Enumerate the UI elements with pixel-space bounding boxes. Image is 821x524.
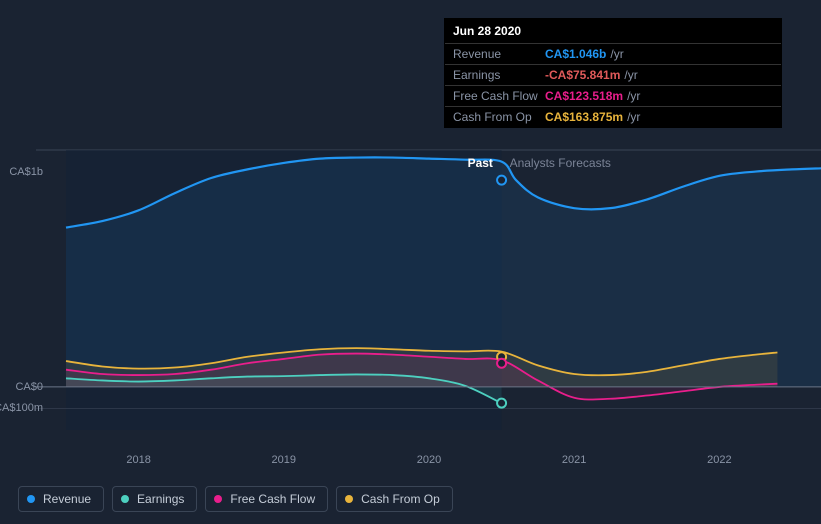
y-axis-label: CA$0 [15, 381, 43, 393]
legend-dot-icon [27, 495, 35, 503]
legend-dot-icon [345, 495, 353, 503]
x-axis-label: 2022 [707, 454, 731, 466]
x-axis-label: 2020 [417, 454, 441, 466]
tooltip-row: Earnings-CA$75.841m/yr [445, 65, 781, 86]
x-axis-label: 2021 [562, 454, 586, 466]
y-axis-label: -CA$100m [0, 402, 43, 414]
legend-item-cfo[interactable]: Cash From Op [336, 486, 453, 512]
chart-legend: Revenue Earnings Free Cash Flow Cash From O… [18, 486, 453, 512]
tooltip-date: Jun 28 2020 [445, 19, 781, 44]
legend-item-fcf[interactable]: Free Cash Flow [205, 486, 328, 512]
tooltip-unit: /yr [624, 68, 637, 82]
tooltip-metric-value: -CA$75.841m [545, 68, 620, 82]
tooltip-metric-value: CA$1.046b [545, 47, 606, 61]
tooltip-metric-label: Cash From Op [453, 110, 545, 124]
tooltip-metric-label: Revenue [453, 47, 545, 61]
legend-item-revenue[interactable]: Revenue [18, 486, 104, 512]
legend-label: Cash From Op [361, 492, 440, 506]
tooltip-metric-label: Earnings [453, 68, 545, 82]
y-axis-label: CA$1b [9, 166, 43, 178]
tooltip-unit: /yr [627, 89, 640, 103]
legend-dot-icon [121, 495, 129, 503]
region-label-forecast: Analysts Forecasts [510, 156, 611, 170]
legend-label: Free Cash Flow [230, 492, 315, 506]
region-label-past: Past [468, 156, 493, 170]
legend-item-earnings[interactable]: Earnings [112, 486, 197, 512]
tooltip-row: RevenueCA$1.046b/yr [445, 44, 781, 65]
tooltip-row: Free Cash FlowCA$123.518m/yr [445, 86, 781, 107]
legend-label: Revenue [43, 492, 91, 506]
chart-tooltip: Jun 28 2020 RevenueCA$1.046b/yrEarnings-… [444, 18, 782, 128]
x-axis-label: 2018 [126, 454, 150, 466]
tooltip-row: Cash From OpCA$163.875m/yr [445, 107, 781, 127]
tooltip-metric-label: Free Cash Flow [453, 89, 545, 103]
tooltip-metric-value: CA$123.518m [545, 89, 623, 103]
tooltip-metric-value: CA$163.875m [545, 110, 623, 124]
legend-dot-icon [214, 495, 222, 503]
tooltip-unit: /yr [627, 110, 640, 124]
tooltip-unit: /yr [610, 47, 623, 61]
legend-label: Earnings [137, 492, 184, 506]
x-axis-label: 2019 [272, 454, 296, 466]
